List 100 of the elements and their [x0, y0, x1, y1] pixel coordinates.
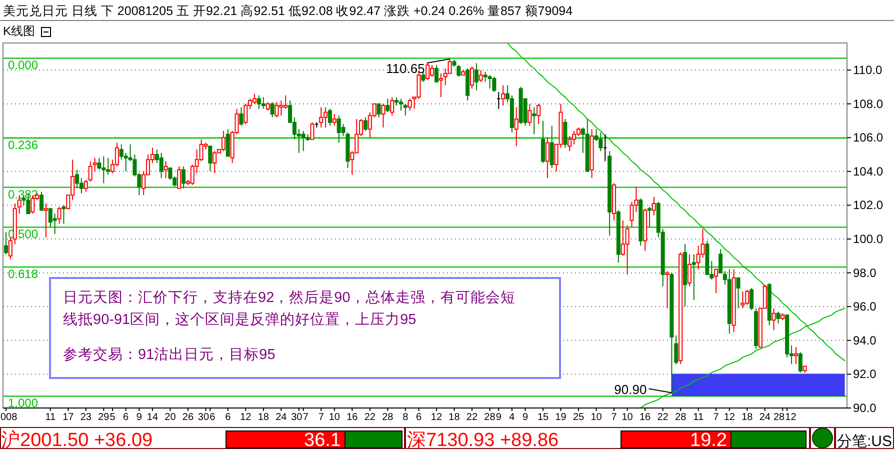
- x-tick-label: 008: [0, 412, 18, 423]
- x-tick-label: 22: [466, 412, 478, 423]
- candlestick: [496, 92, 501, 110]
- x-tick-label: 14: [146, 412, 158, 423]
- candlestick: [208, 146, 212, 172]
- y-tick-label: 108.0: [853, 96, 884, 111]
- x-tick-label: 6: [416, 412, 422, 423]
- candlestick: [386, 98, 390, 113]
- candlestick: [501, 84, 506, 106]
- candlestick: [776, 311, 780, 324]
- candlestick: [332, 113, 336, 126]
- candlestick: [683, 244, 688, 308]
- x-tick-label: 30: [291, 412, 303, 423]
- x-tick-label: 16: [640, 412, 652, 423]
- x-tick-label: 7: [611, 412, 618, 423]
- candlestick: [648, 206, 652, 228]
- candlestick: [44, 203, 48, 238]
- y-tick-label: 98.0: [853, 266, 877, 280]
- candlestick: [164, 160, 168, 179]
- candlestick: [598, 132, 603, 152]
- chart-subtitle: K线图: [3, 24, 36, 38]
- x-tick-label: 15: [537, 412, 550, 423]
- candlestick: [182, 166, 186, 189]
- ref-line-label: 0.618: [8, 267, 38, 282]
- candlestick: [57, 206, 62, 224]
- candlestick: [532, 106, 536, 135]
- x-tick-label: 7: [713, 412, 720, 423]
- candlestick: [319, 106, 324, 128]
- candlestick: [798, 352, 802, 374]
- candlestick: [212, 150, 217, 174]
- candlestick: [92, 157, 97, 172]
- text: 36.1: [304, 430, 341, 450]
- x-tick-label: 12: [240, 412, 252, 423]
- candlestick: [670, 272, 674, 394]
- x-tick-label: 10: [622, 412, 634, 423]
- y-tick-label: 100.0: [853, 232, 884, 246]
- candlestick: [687, 254, 692, 287]
- x-tick-label: 16: [346, 412, 358, 423]
- x-tick-label: 9: [136, 412, 142, 423]
- candlestick: [585, 118, 590, 172]
- x-tick-label: 5: [110, 412, 116, 423]
- candlestick: [665, 270, 670, 309]
- candlestick: [408, 98, 412, 112]
- x-tick-label: 26: [182, 412, 194, 423]
- candlestick: [772, 308, 776, 331]
- candlestick: [8, 236, 12, 260]
- y-tick-label: 92.0: [853, 367, 877, 382]
- x-tick-label: 24: [759, 412, 771, 423]
- x-tick-label: 20: [164, 412, 176, 423]
- x-tick-label: 4: [509, 412, 516, 423]
- annotation: 90.90: [614, 382, 647, 397]
- candlestick: [381, 103, 386, 128]
- candlestick: [794, 346, 798, 365]
- candlestick: [474, 62, 478, 91]
- candlestick: [466, 68, 470, 101]
- y-tick-label: 104.0: [853, 164, 884, 178]
- candlestick: [488, 74, 492, 90]
- y-tick-label: 94.0: [853, 333, 877, 348]
- candlestick: [266, 102, 270, 112]
- candlestick: [403, 103, 408, 116]
- candlestick: [221, 130, 226, 152]
- x-tick-label: 19: [555, 412, 567, 423]
- candlestick: [536, 103, 541, 125]
- text: 沪2001.50 +36.09: [1, 429, 153, 450]
- y-tick-label: 102.0: [853, 198, 884, 212]
- candlestick: [718, 248, 723, 274]
- candlestick: [478, 70, 483, 82]
- x-tick-label: 24: [276, 412, 288, 423]
- candlestick: [88, 160, 92, 182]
- ref-line-label: 0.000: [8, 58, 38, 72]
- x-tick-label: 28: [382, 412, 394, 423]
- x-tick-label: 23: [80, 412, 92, 423]
- annotation: 日元天图：汇价下行，支持在92，然后是90，总体走强，有可能会短线抵90-91区间，这个区间是反弹的好位置，上压力95: [63, 289, 516, 328]
- annotation: 110.65: [386, 61, 425, 76]
- candlestick: [740, 290, 745, 309]
- candlestick: [767, 282, 772, 326]
- x-tick-label: 6: [123, 412, 130, 423]
- candlestick: [270, 102, 274, 118]
- candlestick: [802, 365, 807, 374]
- chart-title: 美元兑日元 日线 下 20081205 五 开92.21 高92.51 低92.08 收92.47 涨跌 +0.24 0.26% 量857 额79094: [3, 3, 573, 18]
- candlestick: [714, 268, 718, 294]
- candlestick: [563, 118, 568, 148]
- candlestick: [568, 135, 572, 152]
- candlestick: [750, 288, 754, 310]
- x-tick-label: 22: [657, 412, 669, 423]
- y-tick-label: 90.0: [853, 401, 877, 415]
- x-tick-label: 18: [742, 412, 754, 423]
- candlestick: [177, 166, 182, 189]
- candlestick: [363, 116, 368, 132]
- candlestick: [376, 103, 381, 118]
- candlestick: [550, 125, 554, 169]
- candlestick: [226, 128, 230, 157]
- x-tick-label: 7: [302, 412, 309, 423]
- candlestick: [274, 102, 279, 118]
- x-tick-label: 11: [45, 412, 56, 423]
- candlestick: [328, 108, 332, 126]
- x-tick-label: 10: [328, 412, 340, 423]
- x-tick-label: 8: [402, 412, 409, 423]
- candlestick: [239, 106, 244, 126]
- ref-line-label: 0.236: [8, 138, 38, 152]
